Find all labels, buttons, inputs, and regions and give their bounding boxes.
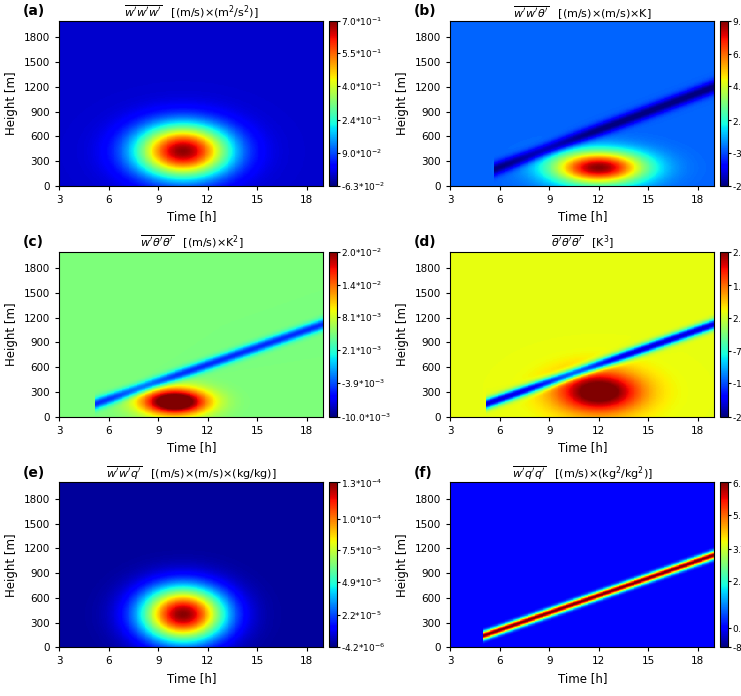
X-axis label: Time [h]: Time [h] xyxy=(167,441,216,454)
X-axis label: Time [h]: Time [h] xyxy=(167,672,216,685)
Text: (b): (b) xyxy=(413,4,436,18)
Title: $\overline{w'q'q'}$   [(m/s)$\times$(kg$^2$/kg$^2$)]: $\overline{w'q'q'}$ [(m/s)$\times$(kg$^2… xyxy=(512,465,653,482)
X-axis label: Time [h]: Time [h] xyxy=(557,441,607,454)
Title: $\overline{w'w'w'}$   [(m/s)$\times$(m$^2$/s$^2$)]: $\overline{w'w'w'}$ [(m/s)$\times$(m$^2$… xyxy=(124,3,259,21)
Y-axis label: Height [m]: Height [m] xyxy=(396,302,410,366)
Y-axis label: Height [m]: Height [m] xyxy=(5,533,19,596)
Y-axis label: Height [m]: Height [m] xyxy=(5,72,19,135)
Y-axis label: Height [m]: Height [m] xyxy=(396,72,410,135)
Title: $\overline{w'w'q'}$   [(m/s)$\times$(m/s)$\times$(kg/kg)]: $\overline{w'w'q'}$ [(m/s)$\times$(m/s)$… xyxy=(106,465,276,482)
X-axis label: Time [h]: Time [h] xyxy=(557,210,607,223)
Text: (e): (e) xyxy=(22,466,44,480)
X-axis label: Time [h]: Time [h] xyxy=(557,672,607,685)
Y-axis label: Height [m]: Height [m] xyxy=(5,302,19,366)
Title: $\overline{w'w'\theta'}$   [(m/s)$\times$(m/s)$\times$K]: $\overline{w'w'\theta'}$ [(m/s)$\times$(… xyxy=(513,3,651,21)
X-axis label: Time [h]: Time [h] xyxy=(167,210,216,223)
Text: (a): (a) xyxy=(22,4,44,18)
Title: $\overline{w'\theta'\theta'}$   [(m/s)$\times$K$^2$]: $\overline{w'\theta'\theta'}$ [(m/s)$\ti… xyxy=(139,235,243,251)
Text: (d): (d) xyxy=(413,235,436,249)
Text: (f): (f) xyxy=(413,466,432,480)
Title: $\overline{\theta'\theta'\theta'}$   [K$^3$]: $\overline{\theta'\theta'\theta'}$ [K$^3… xyxy=(551,235,614,251)
Text: (c): (c) xyxy=(22,235,43,249)
Y-axis label: Height [m]: Height [m] xyxy=(396,533,410,596)
